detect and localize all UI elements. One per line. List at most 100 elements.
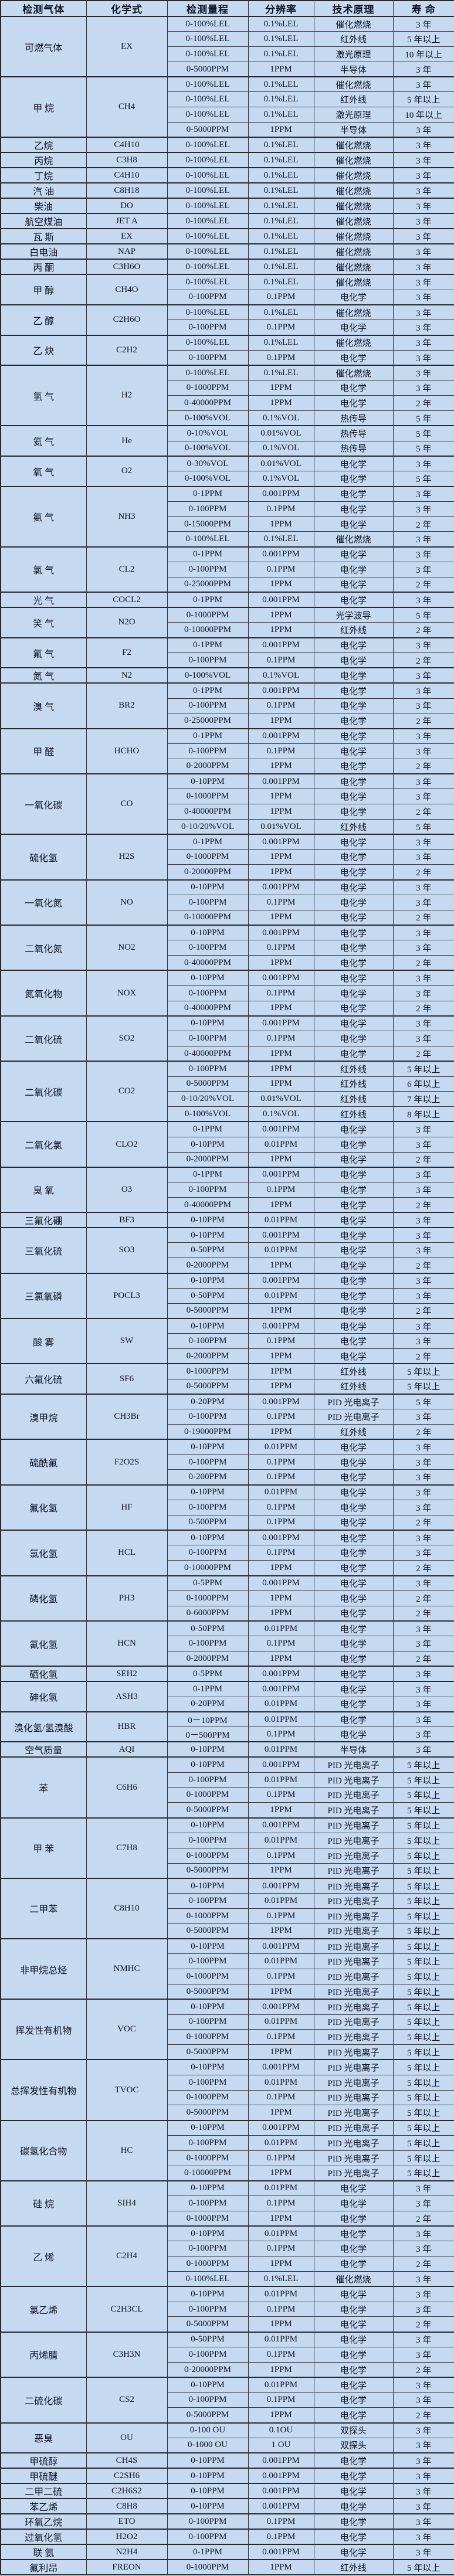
chemical-formula-cell: NMHC bbox=[86, 1938, 168, 2000]
resolution-cell: 1PPM bbox=[248, 61, 314, 77]
range-cell: 0-5000PPM bbox=[167, 1983, 249, 2000]
lifespan-cell: 3 年 bbox=[392, 894, 454, 910]
principle-cell: 电化学 bbox=[313, 1031, 394, 1046]
chemical-formula-cell: CO2 bbox=[86, 1061, 168, 1122]
lifespan-cell: 3 年 bbox=[392, 1287, 454, 1304]
principle-cell: 电化学 bbox=[313, 667, 394, 684]
lifespan-cell: 3 年 bbox=[392, 546, 454, 563]
chemical-formula-cell: CH4 bbox=[86, 76, 168, 138]
lifespan-cell: 3 年 bbox=[392, 2271, 454, 2287]
range-cell: 0-100%LEL bbox=[167, 182, 249, 199]
lifespan-cell: 3 年 bbox=[392, 592, 454, 608]
table-row: 丙烯腈 C3H3N 0-50PPM 0.01PPM 电化学 3 年 bbox=[0, 2331, 454, 2378]
principle-cell: 电化学 bbox=[313, 2452, 394, 2469]
range-cell: 0-20PPM bbox=[167, 1393, 249, 1410]
chemical-formula-cell: CH4S bbox=[86, 2452, 168, 2469]
lifespan-cell: 3 年 bbox=[392, 1545, 454, 1561]
resolution-cell: 1PPM bbox=[248, 909, 314, 926]
chemical-formula-cell: FREON bbox=[86, 2559, 168, 2575]
table-row: 0-100%VOL 0.1%VOL 电化学 5 年 bbox=[1, 471, 454, 487]
principle-cell: 电化学 bbox=[313, 940, 394, 956]
gas-table-body: 可燃气体 EX 0-100%LEL 0.1%LEL 催化燃烧 3 年 0-100%LEL 0.… bbox=[0, 15, 454, 2575]
lifespan-cell: 2 年 bbox=[392, 955, 454, 971]
lifespan-cell: 3 年 bbox=[392, 1727, 454, 1742]
principle-cell: 电化学 bbox=[313, 1151, 394, 1168]
table-row: 硒化氢 SEH2 0-5PPM 0.001PPM 电化学 3 年 bbox=[0, 1666, 454, 1682]
chemical-formula-cell: ETO bbox=[86, 2513, 168, 2530]
range-cell: 0-100 OU bbox=[167, 2422, 249, 2438]
range-cell: 0-100PPM bbox=[167, 2513, 249, 2530]
principle-cell: 电化学 bbox=[313, 592, 394, 608]
resolution-cell: 0.1PPM bbox=[248, 2150, 314, 2166]
chemical-formula-cell: C3H3N bbox=[86, 2331, 168, 2378]
table-row: 白电油 NAP 0-100%LEL 0.1%LEL 催化燃烧 3 年 bbox=[0, 243, 454, 260]
table-row: 硅 烷 SIH4 0-10PPM 0.01PPM 电化学 3 年 bbox=[0, 2180, 454, 2227]
table-row: 三氧化硫 SO3 0-10PPM 0.001PPM 电化学 3 年 bbox=[0, 1227, 454, 1274]
table-row: 0-5000PPM 1PPM PID 光电离子 5 年以上 bbox=[1, 1983, 454, 2000]
range-cell: 0-1PPM bbox=[167, 592, 249, 608]
resolution-cell: 0.1PPM bbox=[248, 1454, 314, 1470]
table-row: 恶臭 OU 0-100 OU 0.1OU 双探头 3 年 bbox=[0, 2422, 454, 2453]
table-row: 0-2000PPM 1PPM 电化学 2 年 bbox=[1, 1651, 454, 1667]
principle-cell: 电化学 bbox=[313, 864, 394, 881]
table-row: 0-100%LEL 0.1%LEL 红外线 5 年以上 bbox=[1, 31, 454, 47]
principle-cell: 电化学 bbox=[313, 1303, 394, 1319]
principle-cell: 电化学 bbox=[313, 1454, 394, 1470]
principle-cell: 电化学 bbox=[313, 2196, 394, 2211]
resolution-cell: 0.1%LEL bbox=[248, 76, 314, 93]
table-row: 过氧化氢 H2O2 0-100PPM 0.1PPM 电化学 3 年 bbox=[0, 2529, 454, 2545]
resolution-cell: 0.1%LEL bbox=[248, 152, 314, 168]
range-cell: 0-10PPM bbox=[167, 1136, 249, 1153]
lifespan-cell: 3 年 bbox=[392, 682, 454, 699]
resolution-cell: 1PPM bbox=[248, 1651, 314, 1667]
principle-cell: 电化学 bbox=[313, 1636, 394, 1651]
table-row: 0-100PPM 0.01PPM PID 光电离子 5 年以上 bbox=[1, 1832, 454, 1848]
principle-cell: PID 光电离子 bbox=[313, 1409, 394, 1425]
principle-cell: 电化学 bbox=[313, 1469, 394, 1486]
table-row: 0-10/20%VOL 0.01%VOL 红外线 7 年以上 bbox=[1, 1091, 454, 1107]
lifespan-cell: 3 年 bbox=[392, 1666, 454, 1682]
lifespan-cell: 5 年以上 bbox=[392, 1756, 454, 1773]
table-row: 可燃气体 EX 0-100%LEL 0.1%LEL 催化燃烧 3 年 bbox=[0, 15, 454, 77]
range-cell: 0-19000PPM bbox=[167, 1424, 249, 1440]
header-gas: 检测气体 bbox=[0, 0, 87, 17]
range-cell: 0-5000PPM bbox=[167, 1923, 249, 1939]
range-cell: 0-100PPM bbox=[167, 349, 249, 366]
gas-name-cell: 氦 气 bbox=[0, 425, 87, 457]
principle-cell: 电化学 bbox=[313, 471, 394, 487]
principle-cell: 电化学 bbox=[313, 2392, 394, 2408]
principle-cell: 电化学 bbox=[313, 1166, 394, 1183]
range-cell: 0-10PPM bbox=[167, 1530, 249, 1546]
principle-cell: 半导体 bbox=[313, 61, 394, 77]
principle-cell: 电化学 bbox=[313, 743, 394, 759]
resolution-cell: 0.1PPM bbox=[248, 1409, 314, 1425]
resolution-cell: 1PPM bbox=[248, 789, 314, 805]
range-cell: 0-10%VOL bbox=[167, 425, 249, 441]
principle-cell: 电化学 bbox=[313, 1182, 394, 1198]
principle-cell: 电化学 bbox=[313, 909, 394, 926]
lifespan-cell: 3 年 bbox=[392, 501, 454, 517]
gas-name-cell: 氨 气 bbox=[0, 485, 87, 548]
table-row: 甲 醛 HCHO 0-1PPM 0.001PPM 电化学 3 年 bbox=[0, 728, 454, 774]
principle-cell: 电化学 bbox=[313, 804, 394, 820]
principle-cell: 电化学 bbox=[313, 1015, 394, 1032]
resolution-cell: 0.1%LEL bbox=[248, 137, 314, 153]
table-row: 0-5000PPM 1PPM PID 光电离子 5 年以上 bbox=[1, 1923, 454, 1939]
lifespan-cell: 3 年 bbox=[392, 2286, 454, 2302]
resolution-cell: 1PPM bbox=[248, 1061, 314, 1077]
range-cell: 0-6000PPM bbox=[167, 1605, 249, 1622]
principle-cell: 催化燃烧 bbox=[313, 228, 394, 244]
principle-cell: 电化学 bbox=[313, 1258, 394, 1274]
lifespan-cell: 3 年 bbox=[392, 61, 454, 77]
lifespan-cell: 3 年 bbox=[392, 274, 454, 290]
resolution-cell: 0.1%LEL bbox=[248, 91, 314, 108]
resolution-cell: 0.01PPM bbox=[248, 1953, 314, 1970]
resolution-cell: 0.1PPM bbox=[248, 1969, 314, 1984]
lifespan-cell: 3 年 bbox=[392, 2437, 454, 2453]
resolution-cell: 0.1%LEL bbox=[248, 2271, 314, 2287]
range-cell: 0-100PPM bbox=[167, 1409, 249, 1425]
gas-name-cell: 氟 气 bbox=[0, 637, 87, 668]
table-row: 0-1000PPM 1PPM 电化学 3 年 bbox=[1, 849, 454, 865]
table-row: 二氧化氯 CLO2 0-1PPM 0.001PPM 电化学 3 年 bbox=[0, 1121, 454, 1168]
gas-name-cell: 二甲二硫 bbox=[0, 2483, 87, 2499]
